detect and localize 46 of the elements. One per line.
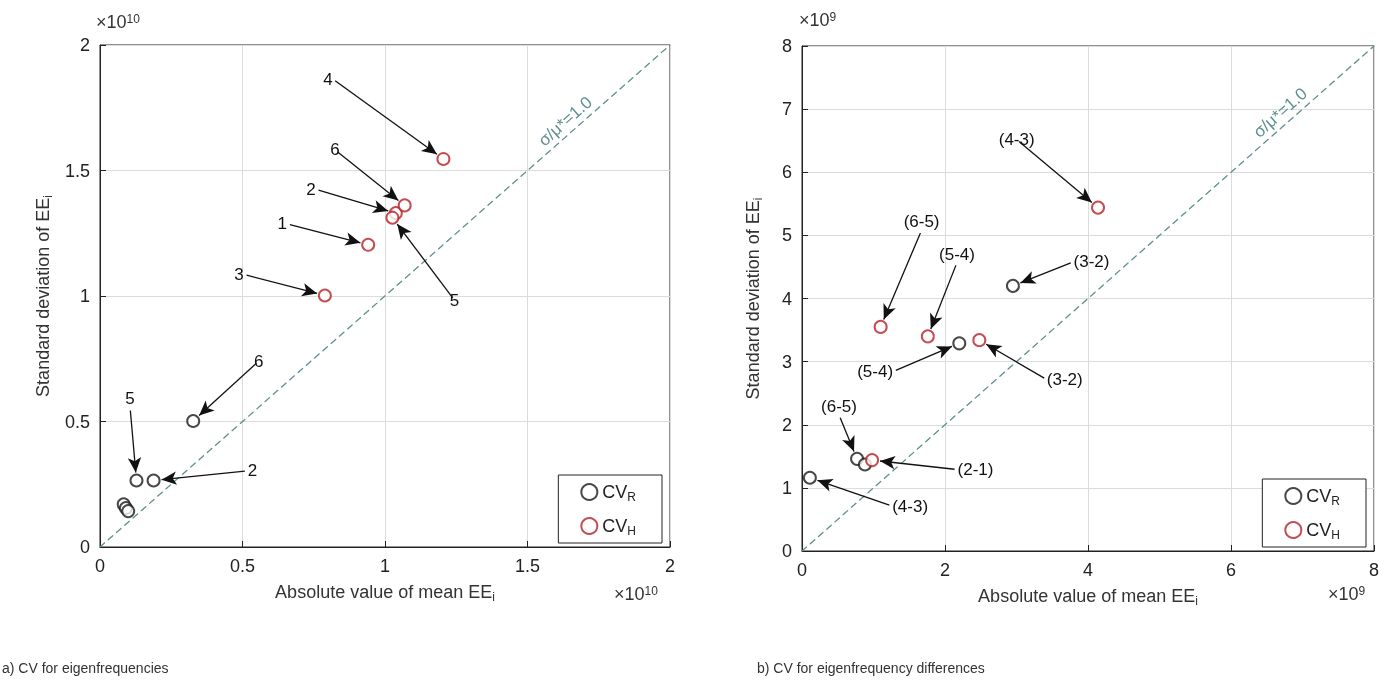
- annotation: (6-5): [903, 212, 940, 232]
- annotation: (5-4): [857, 361, 894, 381]
- x-tick-label: 6: [1225, 560, 1237, 580]
- y-tick-label: 6: [781, 162, 792, 183]
- y-tick-label: 3: [781, 351, 792, 372]
- annotation: (4-3): [998, 130, 1035, 150]
- annotation: 4: [323, 69, 333, 89]
- y-tick-label: 0: [79, 537, 90, 557]
- y-axis-title: Standard deviation of EEi: [33, 195, 56, 397]
- y-tick-label: 4: [781, 288, 792, 309]
- y-tick-label: 1: [79, 286, 90, 306]
- annotation: 6: [253, 351, 264, 371]
- annotation: (5-4): [939, 244, 975, 264]
- x-tick-label: 0.5: [229, 556, 256, 576]
- annotation: (6-5): [821, 397, 857, 417]
- y-tick-label: 2: [79, 35, 90, 55]
- text: a) CV for eigenfrequencies: [2, 660, 169, 676]
- x-tick-label: 2: [664, 556, 676, 576]
- x-tick-label: 8: [1368, 560, 1380, 580]
- annotation: (3-2): [1073, 252, 1110, 272]
- x-tick-label: 4: [1082, 560, 1094, 580]
- y-tick-label: 1.5: [64, 160, 90, 181]
- x-tick-label: 1.5: [514, 556, 541, 576]
- annotation: 6: [330, 140, 340, 160]
- annotation: (2-1): [957, 460, 994, 480]
- y-tick-label: 5: [781, 225, 792, 246]
- annotation: 2: [247, 461, 258, 481]
- annotation: 2: [306, 179, 316, 199]
- y-tick-label: 0: [781, 541, 792, 561]
- y-axis-title: Standard deviation of EEi: [743, 197, 765, 400]
- annotation: 1: [277, 214, 287, 234]
- y-tick-label: 7: [781, 99, 792, 120]
- annotation: 3: [234, 264, 244, 284]
- y-tick-label: 8: [781, 36, 792, 56]
- text: b) CV for eigenfrequency differences: [757, 660, 985, 676]
- x-tick-label: 2: [939, 560, 951, 580]
- y-tick-label: 2: [781, 414, 792, 435]
- x-tick-label: 1: [379, 556, 391, 576]
- annotation: 5: [449, 290, 460, 310]
- x-tick-label: 0: [94, 556, 106, 576]
- x-tick-label: 0: [796, 560, 808, 580]
- y-tick-label: 0.5: [64, 411, 90, 432]
- y-tick-label: 1: [781, 477, 792, 498]
- annotation: (3-2): [1046, 370, 1083, 390]
- annotation: 5: [125, 389, 135, 409]
- annotation: (4-3): [892, 496, 929, 516]
